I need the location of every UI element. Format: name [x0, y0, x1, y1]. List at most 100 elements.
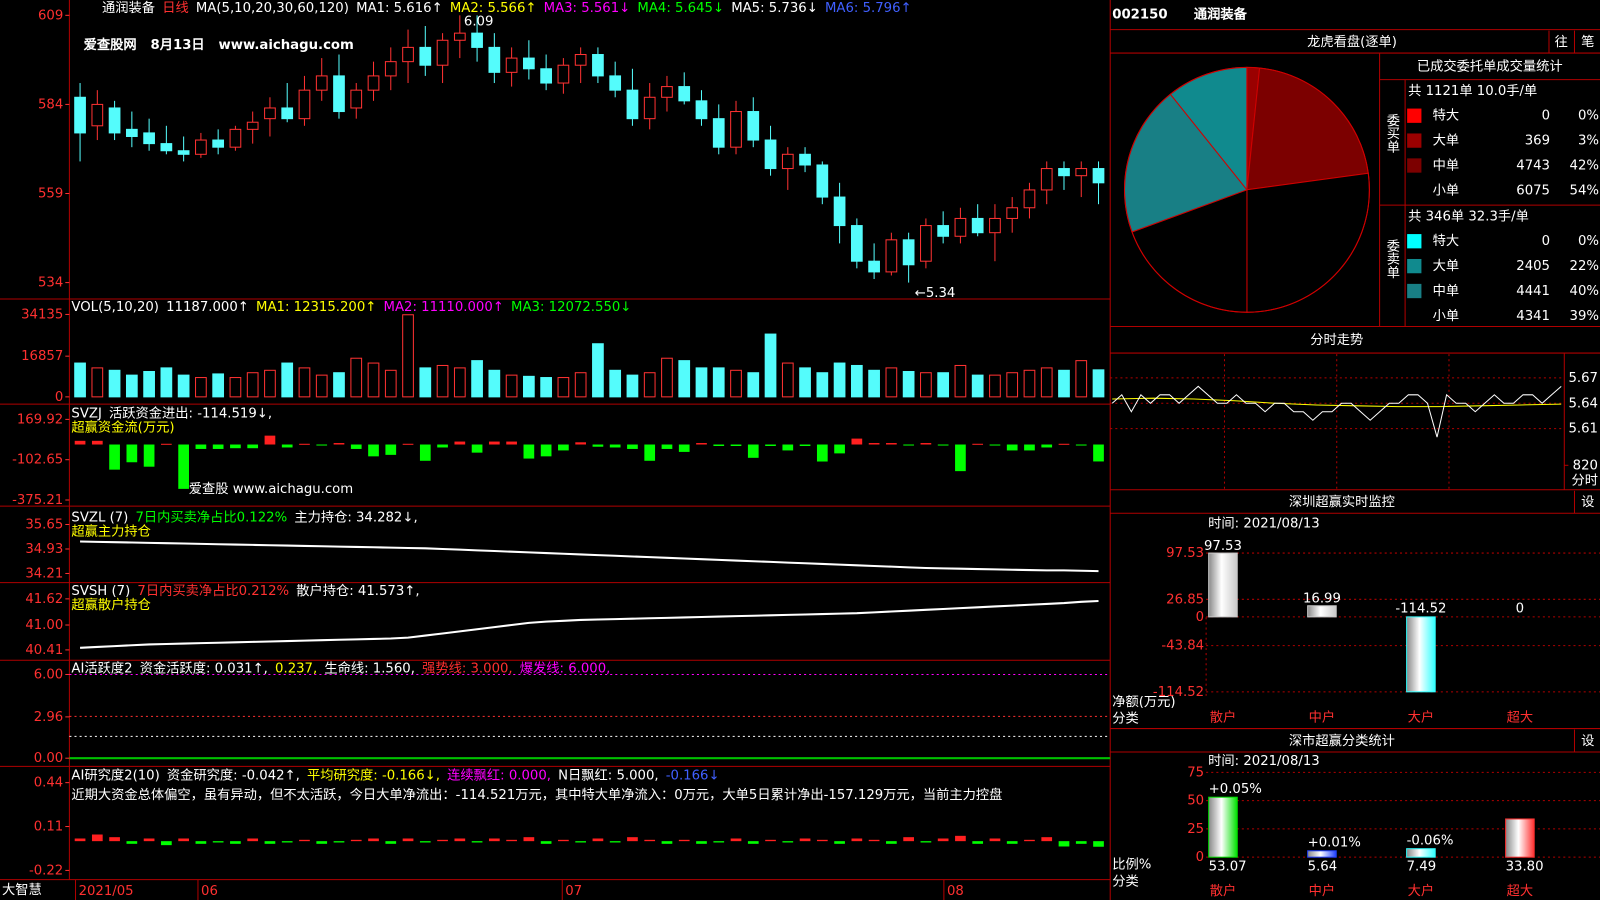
flow-bar	[178, 444, 189, 489]
volume-bar	[195, 377, 207, 398]
candle-body	[626, 89, 639, 120]
flow-bar	[782, 444, 794, 451]
header-segment: 0.237,	[275, 661, 317, 676]
volume-bar	[125, 374, 138, 398]
y-tick-label: 5.61	[1568, 422, 1598, 437]
flow-bar	[385, 841, 397, 844]
y-tick-label: 559	[38, 186, 63, 201]
flow-bar	[575, 841, 587, 843]
candle-body	[143, 132, 155, 145]
flow-bar	[368, 838, 379, 842]
panel-header: AI研究度2(10) 资金研究度: -0.042↑, 平均研究度: -0.166↓,…	[71, 768, 719, 784]
volume-bar	[281, 362, 294, 398]
candle-body	[954, 217, 967, 237]
flow-bar	[1058, 443, 1070, 445]
value-label: 33.80	[1506, 859, 1544, 874]
candle-body	[574, 54, 587, 66]
flow-bar	[989, 838, 1001, 842]
row-count: 2405	[1516, 259, 1550, 274]
flow-bar	[868, 839, 880, 842]
panel-header: 超赢资金流(万元)	[71, 419, 174, 436]
volume-bar	[920, 372, 932, 398]
header-segment: 爆发线: 6.000,	[520, 660, 611, 676]
flow-bar	[212, 841, 224, 843]
volume-bar	[350, 357, 363, 398]
volume-bar	[229, 377, 242, 398]
volume-bar	[160, 367, 173, 398]
y-tick-label: 2.96	[34, 710, 64, 725]
panel-title: 深圳超赢实时监控	[1289, 493, 1395, 510]
button[interactable]: 设	[1581, 494, 1594, 510]
y-tick-label: 0.00	[34, 751, 64, 766]
header-segment: MA2: 5.566↑	[450, 1, 537, 16]
side-label: 委买单	[1384, 113, 1400, 154]
candle-body	[781, 153, 794, 170]
candle-body	[747, 111, 760, 141]
flow-bar	[678, 839, 690, 842]
volume-bar	[592, 343, 604, 398]
panel-header: AI活跃度2 资金活跃度: 0.031↑, 0.237, 生命线: 1.560, 强势线…	[71, 659, 610, 676]
panel-title: 深市超赢分类统计	[1289, 732, 1395, 749]
flow-bar	[713, 444, 725, 446]
candle-body	[850, 225, 863, 262]
category-label: 超大	[1507, 709, 1534, 725]
flow-bar	[851, 438, 863, 445]
volume-bar	[333, 372, 345, 398]
flow-bar	[247, 444, 259, 449]
order-summary: 共 346单 32.3手/单	[1408, 208, 1529, 224]
flow-bar	[989, 444, 1001, 446]
row-count: 0	[1542, 234, 1550, 249]
volume-bar	[781, 362, 794, 398]
flow-bar	[91, 440, 103, 445]
volume-bar	[678, 360, 691, 398]
y-tick-label: 169.92	[17, 412, 63, 427]
candle-body	[264, 107, 276, 120]
candle-body	[108, 107, 121, 134]
y-tick-label: 35.65	[25, 517, 63, 532]
y-axis-label: 比例%	[1112, 856, 1151, 872]
flow-bar	[920, 841, 932, 843]
flow-bar	[454, 838, 466, 842]
header-segment: 活跃资金进出: -114.519↓,	[109, 405, 272, 421]
flow-bar	[575, 442, 587, 445]
flow-bar	[368, 444, 379, 457]
row-pct: 22%	[1570, 259, 1599, 274]
flow-bar	[903, 444, 914, 446]
flow-bar	[644, 444, 656, 461]
row-pct: 0%	[1578, 109, 1599, 124]
x-axis-label: 分类	[1112, 874, 1139, 890]
header-segment: MA(5,10,20,30,60,120)	[196, 1, 349, 16]
panel-header: 通润装备 日线 MA(5,10,20,30,60,120) MA1: 5.616↑ MA…	[102, 0, 912, 16]
candle-body	[937, 225, 950, 237]
stock-code: 002150	[1112, 7, 1167, 22]
candle-body	[333, 75, 345, 113]
flow-bar	[868, 443, 880, 445]
y-tick-label: 0	[1196, 850, 1204, 865]
button[interactable]: 设	[1581, 733, 1594, 749]
flow-bar	[886, 841, 897, 844]
flow-bar	[1093, 841, 1104, 847]
flow-bar	[402, 838, 414, 842]
panel-header: VOL(5,10,20) 11187.000↑ MA1: 12315.200↑ MA2…	[71, 300, 631, 315]
legend-swatch	[1407, 183, 1422, 198]
volume-bar	[1040, 367, 1053, 398]
flow-bar	[782, 841, 794, 843]
panel-title: 龙虎看盘(逐单)	[1307, 33, 1397, 50]
header-segment: 11187.000↑	[166, 300, 249, 315]
button[interactable]: 笔	[1581, 34, 1594, 50]
time-label: 时间: 2021/08/13	[1208, 515, 1320, 531]
candle-body	[868, 260, 880, 273]
volume-bar	[937, 372, 950, 398]
flow-bar	[161, 443, 172, 445]
volume-bar	[833, 362, 846, 398]
y-tick-label: 6.00	[34, 667, 64, 682]
flow-bar	[765, 444, 776, 446]
flow-bar	[644, 839, 656, 842]
candle-body	[453, 32, 466, 41]
flow-bar	[747, 841, 759, 844]
candle-body	[678, 86, 691, 102]
volume-bar	[1075, 360, 1088, 398]
category-bar	[1307, 605, 1337, 618]
category-label: 散户	[1210, 882, 1237, 899]
button[interactable]: 往	[1555, 34, 1568, 50]
